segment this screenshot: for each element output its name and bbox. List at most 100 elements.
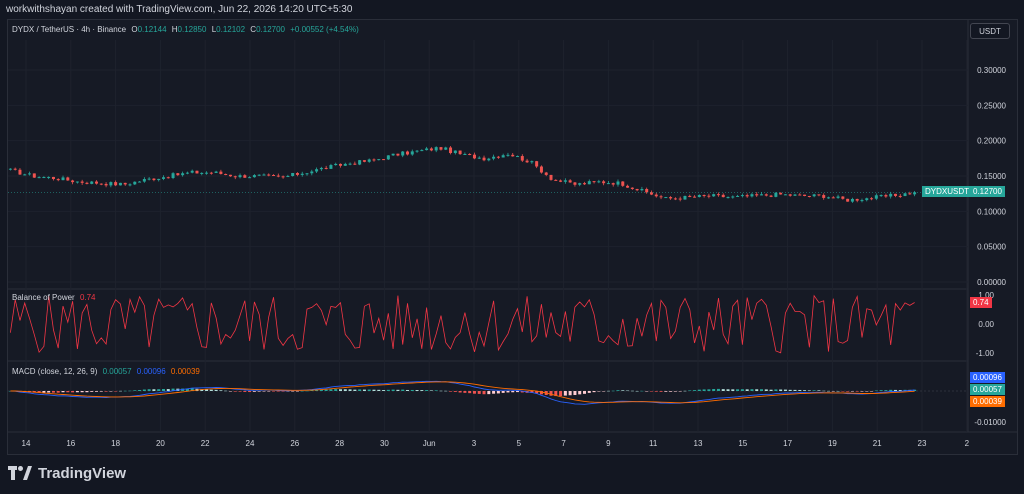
- candle-body: [343, 163, 347, 166]
- macd-tag: 0.00096: [970, 372, 1005, 383]
- macd-histogram-bar: [492, 391, 496, 394]
- bop-value: 0.74: [79, 293, 96, 302]
- macd-histogram-bar: [884, 390, 888, 391]
- candle-body: [142, 179, 146, 182]
- macd-histogram-bar: [171, 388, 175, 391]
- tradingview-logo[interactable]: TradingView: [8, 463, 126, 483]
- time-tick-label: 17: [783, 439, 792, 448]
- macd-histogram-bar: [128, 390, 132, 392]
- candle-body: [884, 195, 888, 197]
- macd-histogram-bar: [61, 391, 65, 393]
- macd-legend: MACD (close, 12, 26, 9) 0.00057 0.00096 …: [12, 367, 203, 376]
- bop-name[interactable]: Balance of Power: [12, 293, 75, 302]
- macd-histogram-bar: [755, 389, 759, 391]
- chart-frame[interactable]: [7, 19, 1018, 455]
- candle-body: [377, 159, 381, 161]
- candle-body: [693, 196, 697, 198]
- time-tick-label: 11: [649, 439, 658, 448]
- candle-body: [836, 196, 840, 198]
- candle-body: [563, 180, 567, 182]
- candle-body: [118, 182, 122, 186]
- candle-body: [482, 157, 486, 161]
- macd-histogram-bar: [339, 389, 343, 391]
- candle-body: [731, 196, 735, 198]
- candle-body: [520, 156, 524, 161]
- macd-hist-value: 0.00057: [102, 367, 132, 376]
- macd-histogram-bar: [774, 389, 778, 391]
- high-value: 0.12850: [177, 25, 207, 34]
- candle-body: [257, 174, 261, 176]
- candle-body: [219, 171, 223, 174]
- candle-body: [85, 182, 89, 184]
- time-tick-label: 2: [965, 439, 970, 448]
- macd-histogram-bar: [295, 391, 299, 392]
- candle-body: [71, 180, 75, 183]
- candle-body: [745, 195, 749, 197]
- macd-histogram-bar: [640, 390, 644, 392]
- macd-histogram-bar: [386, 389, 390, 391]
- signal-tag: 0.00039: [970, 396, 1005, 407]
- macd-histogram-bar: [334, 389, 338, 391]
- candle-body: [181, 173, 185, 176]
- macd-histogram-bar: [200, 389, 204, 391]
- candle-body: [721, 194, 725, 198]
- candle-body: [434, 147, 438, 151]
- macd-histogram-bar: [415, 389, 419, 391]
- close-value: 0.12700: [256, 25, 285, 34]
- macd-histogram-bar: [736, 389, 740, 391]
- candle-body: [779, 192, 783, 195]
- currency-button[interactable]: USDT: [970, 23, 1010, 39]
- candle-body: [898, 195, 902, 197]
- candle-body: [874, 195, 878, 199]
- macd-histogram-bar: [669, 391, 673, 392]
- candle-body: [535, 161, 539, 167]
- macd-histogram-bar: [353, 389, 357, 391]
- candle-body: [104, 183, 108, 186]
- macd-histogram-bar: [37, 391, 41, 393]
- candle-body: [793, 194, 797, 196]
- macd-histogram-bar: [573, 391, 577, 395]
- macd-histogram-bar: [750, 389, 754, 391]
- candle-body: [472, 154, 476, 159]
- macd-histogram-bar: [444, 390, 448, 392]
- candle-body: [281, 176, 285, 178]
- macd-histogram-bar: [248, 391, 252, 393]
- candle-body: [233, 176, 237, 178]
- candle-body: [750, 194, 754, 197]
- macd-histogram-bar: [836, 390, 840, 392]
- candle-body: [798, 194, 802, 196]
- macd-histogram-bar: [496, 391, 500, 394]
- candle-body: [291, 172, 295, 177]
- macd-histogram-bar: [693, 390, 697, 391]
- candle-body: [716, 194, 720, 196]
- macd-histogram-bar: [152, 389, 156, 391]
- candle-body: [726, 197, 730, 199]
- candle-body: [592, 181, 596, 183]
- symbol-label[interactable]: DYDX / TetherUS · 4h · Binance: [12, 25, 127, 34]
- macd-histogram-bar: [616, 390, 620, 391]
- candle-body: [496, 156, 500, 158]
- time-tick-label: 13: [694, 439, 703, 448]
- candle-body: [209, 172, 213, 174]
- macd-histogram-bar: [793, 389, 797, 391]
- macd-histogram-bar: [252, 391, 256, 392]
- candle-body: [578, 183, 582, 185]
- candle-body: [822, 195, 826, 198]
- macd-histogram-bar: [410, 389, 414, 391]
- macd-histogram-bar: [257, 391, 261, 392]
- time-tick-label: 20: [156, 439, 165, 448]
- candle-body: [171, 173, 175, 179]
- candle-body: [707, 195, 711, 197]
- macd-histogram-bar: [645, 391, 649, 392]
- macd-histogram-bar: [71, 391, 75, 393]
- macd-histogram-bar: [272, 391, 276, 392]
- macd-histogram-bar: [47, 391, 51, 393]
- candle-body: [348, 163, 352, 165]
- macd-name[interactable]: MACD (close, 12, 26, 9): [12, 367, 98, 376]
- candle-body: [669, 197, 673, 199]
- candle-body: [185, 172, 189, 174]
- candle-body: [37, 177, 41, 179]
- candle-body: [396, 153, 400, 156]
- macd-histogram-bar: [224, 390, 228, 392]
